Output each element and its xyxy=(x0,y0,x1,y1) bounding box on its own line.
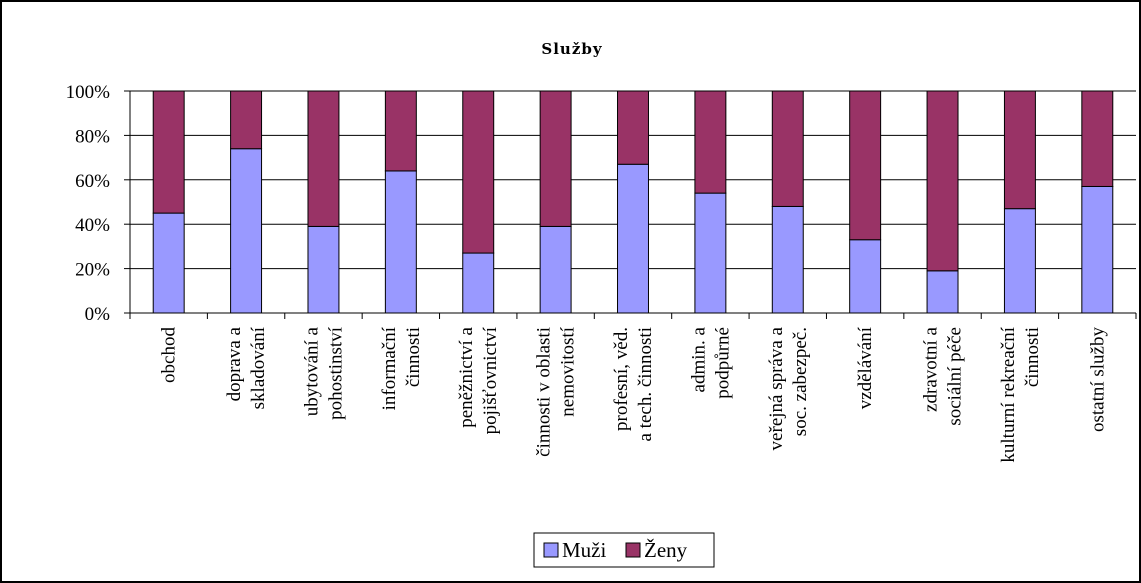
category-label-line: veřejná správa a xyxy=(766,326,787,450)
category-label-line: pojišťovnictví xyxy=(480,326,501,434)
category-label-line: činnosti v oblasti xyxy=(534,327,555,457)
legend-swatch xyxy=(625,542,641,558)
y-tick-label: 20% xyxy=(75,260,110,281)
axes xyxy=(124,90,1137,319)
bar-muzi xyxy=(230,148,263,314)
category-label-line: ostatní služby xyxy=(1087,327,1108,433)
bar-zeny xyxy=(539,90,572,227)
category-label: zdravotní a sociální péče xyxy=(921,326,966,425)
bar-zeny xyxy=(230,90,263,150)
category-label: ubytování a pohostinství xyxy=(301,326,346,420)
bar-muzi xyxy=(694,192,727,314)
category-label: obchod xyxy=(159,327,180,383)
bar-zeny xyxy=(1003,90,1036,210)
category-label-line: admin. a xyxy=(688,326,709,392)
category-label: admin. a podpůrné xyxy=(688,326,733,398)
y-tick-label: 80% xyxy=(75,126,110,147)
category-label-line: informační xyxy=(379,326,400,410)
y-tick-label: 0% xyxy=(85,304,111,325)
bar-zeny xyxy=(849,90,882,241)
category-label-line: sociální péče xyxy=(945,327,966,426)
category-label-line: ubytování a xyxy=(301,326,322,416)
bar-zeny xyxy=(152,90,185,214)
bar-muzi xyxy=(539,225,572,314)
category-label-line: činnosti xyxy=(1022,327,1043,387)
bar-zeny xyxy=(926,90,959,272)
bars xyxy=(152,90,1114,314)
category-label: informační činnosti xyxy=(379,326,424,410)
legend-label: Muži xyxy=(562,538,606,562)
bar-muzi xyxy=(462,252,495,314)
category-label: doprava a skladování xyxy=(224,326,269,409)
category-label: vzdělávání xyxy=(855,326,876,409)
category-label: veřejná správa a soc. zabezpeč. xyxy=(766,326,811,450)
legend-label: Ženy xyxy=(644,538,688,562)
category-label-line: zdravotní a xyxy=(921,326,942,412)
bar-zeny xyxy=(617,90,649,165)
category-label: profesní, věd. a tech. činnosti xyxy=(611,327,656,442)
category-label: činnosti v oblasti nemovitostí xyxy=(534,326,579,457)
bar-muzi xyxy=(849,239,882,314)
category-label-line: činnosti xyxy=(403,327,424,387)
category-label-line: kulturní rekreační xyxy=(998,326,1019,462)
category-label-line: nemovitostí xyxy=(558,326,579,416)
bar-muzi xyxy=(1003,208,1036,314)
chart-title: Služby xyxy=(541,40,602,58)
x-axis-labels: obchod doprava a skladování ubytování a poho… xyxy=(159,326,1109,462)
bar-zeny xyxy=(1081,90,1114,187)
category-label-line: obchod xyxy=(159,327,180,383)
legend-swatch xyxy=(543,542,559,558)
category-label-line: doprava a xyxy=(224,326,245,401)
category-label: peněžnictví a pojišťovnictví xyxy=(456,326,501,434)
bar-zeny xyxy=(694,90,727,194)
bar-muzi xyxy=(926,270,959,314)
category-label: ostatní služby xyxy=(1087,327,1108,433)
category-label-line: profesní, věd. xyxy=(611,327,632,431)
bar-muzi xyxy=(152,212,185,314)
y-axis-ticks: 0% 20% 40% 60% 80% 100% xyxy=(66,82,111,325)
legend-box xyxy=(533,532,715,568)
y-tick-label: 100% xyxy=(66,82,111,103)
category-label: kulturní rekreační činnosti xyxy=(998,326,1043,462)
category-label-line: a tech. činnosti xyxy=(635,327,656,442)
bar-muzi xyxy=(1081,185,1114,314)
bar-zeny xyxy=(307,90,340,227)
bar-zeny xyxy=(384,90,417,172)
category-label-line: vzdělávání xyxy=(855,326,876,409)
bar-zeny xyxy=(771,90,804,207)
bar-muzi xyxy=(307,225,340,314)
legend: Muži Ženy xyxy=(533,532,715,568)
bar-muzi xyxy=(617,163,649,314)
bar-muzi xyxy=(384,170,417,314)
category-label-line: podpůrné xyxy=(712,327,733,399)
category-label-line: pohostinství xyxy=(325,326,346,420)
category-label-line: peněžnictví a xyxy=(456,326,477,427)
y-tick-label: 60% xyxy=(75,171,110,192)
category-label-line: soc. zabezpeč. xyxy=(790,327,811,436)
y-tick-label: 40% xyxy=(75,215,110,236)
bar-zeny xyxy=(462,90,495,254)
bar-muzi xyxy=(771,205,804,314)
category-label-line: skladování xyxy=(248,326,269,409)
